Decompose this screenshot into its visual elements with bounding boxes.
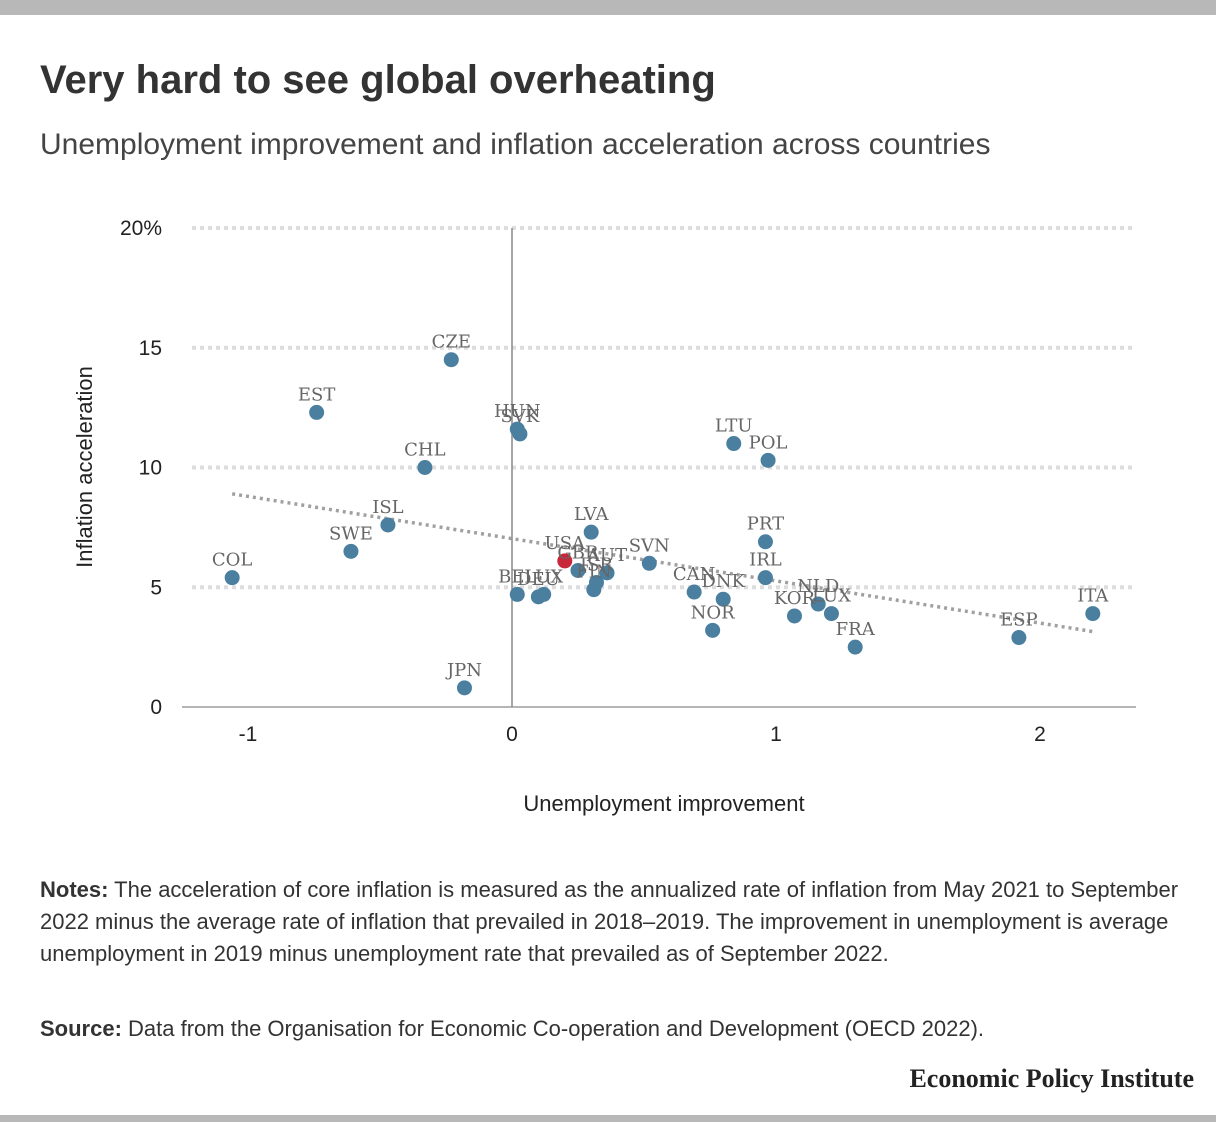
chart-subtitle: Unemployment improvement and inflation a… (40, 128, 991, 161)
x-tick-label: 0 (506, 723, 518, 746)
data-point (417, 460, 433, 475)
point-label: SVK (501, 406, 540, 427)
data-point (599, 565, 615, 581)
data-point (810, 596, 826, 612)
bottom-border-bar (0, 1115, 1216, 1122)
x-tick-label: -1 (239, 723, 258, 746)
data-point (512, 426, 528, 442)
source-text: Data from the Organisation for Economic … (121, 1016, 985, 1041)
point-label: PRT (747, 514, 784, 535)
data-point (686, 584, 702, 600)
data-point (380, 517, 396, 533)
data-point (1011, 630, 1027, 646)
point-label: SWE (329, 523, 373, 544)
point-label: BEL (498, 566, 536, 587)
point-label: AUT (586, 545, 627, 566)
point-label: EST (298, 384, 335, 405)
point-label: JPN (445, 660, 482, 681)
data-point (1085, 606, 1101, 622)
data-point (705, 622, 721, 638)
chart-notes: Notes: The acceleration of core inflatio… (40, 874, 1190, 970)
notes-label: Notes: (40, 877, 109, 902)
point-label: DNK (701, 571, 745, 592)
axes: 0 5 10 15 20% -1 0 1 2 (120, 217, 1046, 746)
source-label: Source: (40, 1016, 122, 1041)
data-point (343, 543, 359, 559)
point-label: ITA (1077, 586, 1109, 607)
data-point (309, 404, 325, 420)
data-point-highlight (557, 553, 573, 569)
data-point (509, 586, 525, 602)
point-label: LUX (812, 586, 851, 607)
y-tick-label: 10 (139, 457, 162, 480)
point-label: NOR (691, 602, 736, 623)
data-point (570, 562, 586, 578)
data-point (760, 452, 776, 468)
point-label: CHL (404, 440, 445, 461)
point-label: SVN (629, 535, 670, 556)
point-label: CAN (673, 564, 716, 585)
point-label: CZE (432, 332, 471, 353)
point-label: NLD (797, 576, 839, 597)
data-point (583, 524, 599, 540)
data-points (224, 352, 1101, 696)
data-point (757, 534, 773, 550)
data-point (847, 639, 863, 655)
point-label: GBR (557, 542, 599, 563)
point-label: LVA (574, 504, 610, 525)
data-point (586, 582, 602, 598)
data-point (536, 586, 552, 602)
point-label: DEU (517, 569, 560, 590)
trendline (231, 492, 1094, 634)
trendline-group (231, 492, 1094, 634)
point-label: LUX (524, 566, 563, 587)
point-labels: COLESTSWEISLCHLCZEJPNHUNSVKBELDEULUXUSAG… (212, 332, 1109, 681)
point-label: HUN (494, 401, 541, 422)
point-label: KOR (774, 588, 816, 609)
point-label: IRL (749, 550, 782, 571)
data-point (786, 608, 802, 624)
point-label: POL (749, 432, 788, 453)
point-label: USA (545, 533, 587, 554)
brand-logo-text: Economic Policy Institute (909, 1064, 1194, 1093)
x-tick-label: 1 (770, 723, 782, 746)
x-tick-label: 2 (1034, 723, 1046, 746)
data-point (456, 680, 472, 696)
point-label: LTU (715, 416, 753, 437)
top-border-bar (0, 0, 1216, 15)
point-label: ESP (1000, 610, 1038, 631)
notes-text: The acceleration of core inflation is me… (40, 877, 1179, 966)
data-point (443, 352, 459, 368)
point-label: ISR (580, 554, 613, 575)
x-axis-title: Unemployment improvement (523, 791, 804, 816)
point-label: FIN (576, 562, 611, 583)
chart-source: Source: Data from the Organisation for E… (40, 1013, 1190, 1045)
data-point (726, 436, 742, 452)
gridlines (182, 226, 1136, 708)
point-label: COL (212, 550, 253, 571)
point-label: FRA (836, 619, 876, 640)
data-point (823, 606, 839, 622)
y-tick-label: 15 (139, 337, 162, 360)
chart-title: Very hard to see global overheating (40, 58, 716, 102)
point-label: ISL (372, 497, 403, 518)
data-point (224, 570, 240, 586)
y-axis-title: Inflation acceleration (72, 366, 97, 568)
y-tick-label: 5 (150, 576, 162, 599)
data-point (715, 591, 731, 607)
y-tick-label: 20% (120, 217, 162, 240)
data-point (641, 555, 657, 571)
data-point (757, 570, 773, 586)
y-tick-label: 0 (150, 696, 162, 719)
